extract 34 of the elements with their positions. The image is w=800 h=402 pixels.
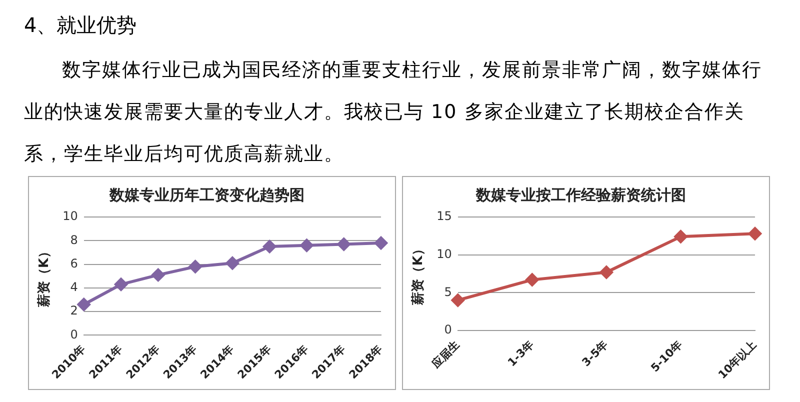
y-axis-title: 薪资（K）	[36, 245, 52, 308]
y-tick-label: 10	[436, 246, 452, 261]
x-tick-label: 3-5年	[580, 338, 611, 370]
chart-title: 数媒专业历年工资变化趋势图	[108, 186, 304, 204]
y-tick-label: 15	[436, 209, 452, 224]
point	[674, 230, 688, 244]
point	[748, 227, 762, 240]
point	[152, 268, 165, 282]
point	[77, 298, 90, 311]
point	[114, 278, 128, 291]
y-tick-label: 6	[70, 256, 78, 270]
y-tick-label: 2	[70, 304, 78, 318]
y-axis-title: 薪资（K）	[410, 242, 426, 306]
point	[600, 266, 613, 279]
y-tick-label: 0	[70, 327, 78, 342]
x-tick-label: 10年以上	[716, 338, 760, 382]
point	[300, 238, 314, 252]
point	[226, 256, 239, 270]
y-tick-label: 8	[70, 232, 78, 247]
y-tick-label: 4	[70, 280, 78, 294]
point	[337, 238, 350, 251]
text: 数字媒体行业已成为国民经济的重要支柱行业，发展前景非常广阔，数字媒体行业的快速发展需要大量的专业人才。我校已与 10 多家企业建立了长期校企合作关系，学生毕业后均可优质高薪就业。	[24, 58, 763, 167]
x-tick-label: 1-3年	[505, 338, 536, 370]
point	[451, 294, 464, 307]
y-tick-label: 5	[444, 284, 452, 299]
y-tick-label: 0	[444, 322, 452, 337]
point	[188, 260, 202, 274]
point	[263, 240, 276, 254]
x-tick-label: 应届生	[428, 338, 462, 372]
chart-title: 数媒专业按工作经验薪资统计图	[475, 186, 686, 204]
point	[526, 273, 539, 286]
text: 4、就业优势	[24, 12, 138, 39]
point	[374, 236, 388, 250]
y-tick-label: 10	[62, 209, 78, 224]
